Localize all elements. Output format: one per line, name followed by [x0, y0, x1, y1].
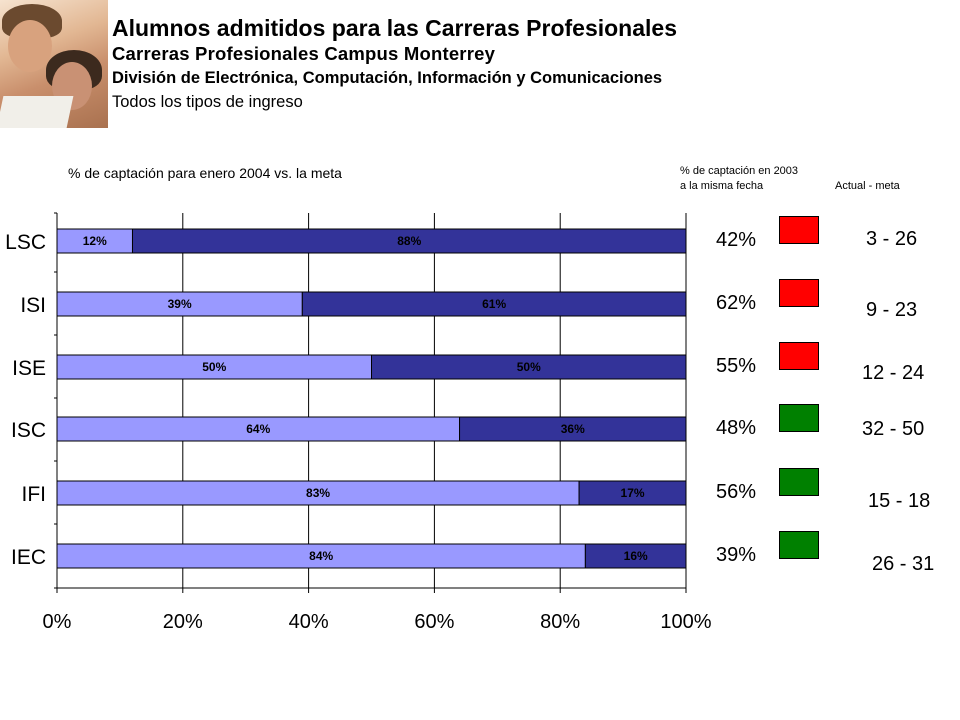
actual-vs-meta: 3 - 26	[866, 228, 918, 250]
category-label-isc: ISC	[11, 419, 46, 442]
bar-label-iec-series-2: 16%	[624, 549, 648, 563]
category-label-ifi: IFI	[22, 483, 47, 506]
stacked-bar-chart: 12% 88% LSC 39% 61% ISI 50% 50% ISE 64% 36% ISC 83% 1…	[5, 212, 712, 633]
bar-lsc-series-2	[131, 228, 687, 254]
chart-title: % de captación para enero 2004 vs. la me…	[68, 165, 342, 181]
bar-label-ise-series-2: 50%	[517, 360, 541, 374]
status-indicator	[779, 342, 819, 370]
actual-vs-meta: 32 - 50	[862, 418, 925, 440]
header-photo	[0, 0, 108, 128]
category-label-isi: ISI	[20, 294, 46, 317]
previous-year-pct: 39%	[716, 544, 757, 566]
x-tick-label-40: 40%	[289, 611, 329, 633]
previous-year-header-line1: % de captación en 2003	[680, 165, 799, 177]
paper-sheet	[0, 96, 74, 128]
bar-iec-series-1	[56, 543, 586, 569]
student-face-left	[8, 20, 52, 72]
bar-iec-series-2	[584, 543, 687, 569]
previous-year-pct: 48%	[716, 417, 757, 439]
page-title: Alumnos admitidos para las Carreras Prof…	[112, 15, 677, 41]
admission-type: Todos los tipos de ingreso	[112, 93, 303, 111]
x-tick-label-60: 60%	[414, 611, 454, 633]
bar-isi-series-1	[56, 291, 303, 317]
bar-ise-series-1	[56, 354, 372, 380]
bar-label-isi-series-2: 61%	[482, 297, 506, 311]
category-label-ise: ISE	[12, 357, 46, 380]
status-indicator	[779, 216, 819, 244]
status-indicator	[779, 531, 819, 559]
bar-label-iec-series-1: 84%	[309, 549, 333, 563]
previous-year-header: % de captación en 2003 a la misma fecha	[680, 164, 798, 194]
bar-ifi-series-1	[56, 480, 580, 506]
bar-label-lsc-series-1: 12%	[83, 234, 107, 248]
bar-label-ise-series-1: 50%	[202, 360, 226, 374]
actual-vs-meta: 9 - 23	[866, 299, 918, 321]
x-tick-label-100: 100%	[660, 611, 711, 633]
previous-year-pct: 56%	[716, 481, 757, 503]
x-tick-label-20: 20%	[163, 611, 203, 633]
previous-year-pct: 62%	[716, 292, 757, 314]
bar-label-isi-series-1: 39%	[168, 297, 192, 311]
bar-isi-series-2	[301, 291, 687, 317]
bar-label-isc-series-1: 64%	[246, 422, 270, 436]
header-titles: Alumnos admitidos para las Carreras Prof…	[112, 14, 677, 114]
category-label-iec: IEC	[11, 546, 46, 569]
bar-ifi-series-2	[578, 480, 687, 506]
actual-vs-meta: 15 - 18	[868, 490, 931, 512]
previous-year-pct: 42%	[716, 229, 757, 251]
actual-vs-meta: 26 - 31	[872, 553, 935, 575]
bar-label-lsc-series-2: 88%	[397, 234, 421, 248]
status-indicator	[779, 468, 819, 496]
x-tick-label-80: 80%	[540, 611, 580, 633]
campus-subtitle: Carreras Profesionales Campus Monterrey	[112, 43, 496, 64]
previous-year-pct: 55%	[716, 355, 757, 377]
category-label-lsc: LSC	[5, 231, 46, 254]
actual-meta-header: Actual - meta	[835, 180, 900, 192]
bar-label-ifi-series-2: 17%	[621, 486, 645, 500]
bar-label-ifi-series-1: 83%	[306, 486, 330, 500]
bar-ise-series-2	[371, 354, 687, 380]
bar-isc-series-2	[459, 416, 687, 442]
bar-isc-series-1	[56, 416, 461, 442]
status-indicator	[779, 279, 819, 307]
x-tick-label-0: 0%	[43, 611, 72, 633]
status-indicator	[779, 404, 819, 432]
previous-year-header-line2: a la misma fecha	[680, 180, 764, 192]
bar-label-isc-series-2: 36%	[561, 422, 585, 436]
actual-vs-meta: 12 - 24	[862, 362, 925, 384]
division-title: División de Electrónica, Computación, In…	[112, 69, 663, 87]
